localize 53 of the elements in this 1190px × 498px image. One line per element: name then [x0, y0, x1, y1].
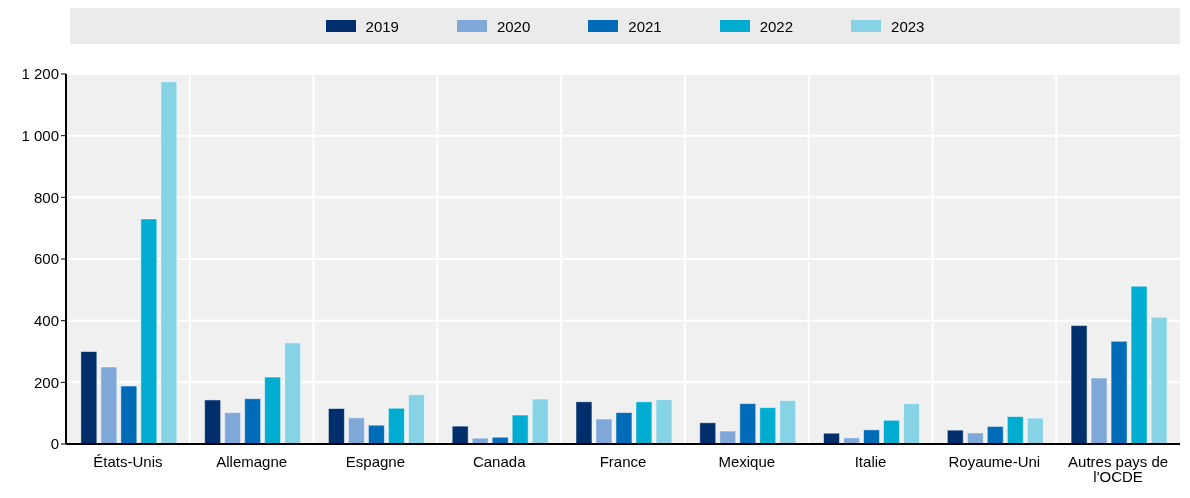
- legend-label: 2023: [891, 17, 925, 35]
- bar: [511, 414, 529, 444]
- x-tick-label: Allemagne: [216, 452, 288, 470]
- x-tick-label: Mexique: [718, 452, 776, 470]
- legend-label: 2020: [496, 17, 531, 35]
- y-tick-label: 600: [33, 250, 59, 268]
- bar: [759, 407, 777, 444]
- bar: [883, 419, 901, 444]
- x-tick-label: Espagne: [345, 452, 406, 470]
- bar: [986, 425, 1004, 444]
- x-tick-label: États-Unis: [93, 452, 163, 470]
- x-tick-label: France: [599, 452, 647, 470]
- bar: [699, 422, 717, 444]
- bar: [843, 437, 861, 444]
- bar: [635, 401, 653, 444]
- bar: [244, 398, 262, 444]
- bar: [1026, 417, 1044, 444]
- bar: [407, 394, 425, 444]
- x-tick-label: Canada: [472, 452, 527, 470]
- y-tick-label: 400: [33, 311, 59, 329]
- bar: [1006, 416, 1024, 444]
- bar: [471, 437, 489, 444]
- y-tick-label: 200: [33, 373, 59, 391]
- bar: [739, 403, 757, 444]
- bar: [655, 399, 673, 444]
- bar: [327, 408, 345, 444]
- bar: [863, 429, 881, 444]
- bar: [531, 398, 549, 444]
- y-tick-label: 1 000: [21, 126, 59, 144]
- x-tick-label: Royaume-Uni: [948, 452, 1041, 470]
- bar: [966, 432, 984, 444]
- y-tick-label: 800: [33, 188, 59, 206]
- bar: [224, 412, 242, 444]
- x-tick-label: Italie: [854, 452, 887, 470]
- bar: [595, 418, 613, 444]
- y-tick-label: 1 200: [21, 65, 59, 83]
- bar: [204, 399, 222, 444]
- bar: [719, 430, 737, 444]
- legend-label: 2022: [759, 17, 794, 35]
- bar: [451, 425, 469, 444]
- bar: [387, 407, 405, 444]
- legend-label: 2021: [628, 17, 662, 35]
- bar: [575, 401, 593, 444]
- bar: [946, 429, 964, 444]
- bar: [779, 400, 797, 444]
- bar: [120, 385, 138, 444]
- x-tick-label: Autres pays de l'OCDE: [1068, 452, 1169, 485]
- bar: [903, 403, 921, 444]
- bar: [347, 417, 365, 444]
- y-tick-label: 0: [50, 435, 59, 453]
- legend-label: 2019: [365, 17, 399, 35]
- bar: [615, 412, 633, 444]
- bar: [367, 424, 385, 444]
